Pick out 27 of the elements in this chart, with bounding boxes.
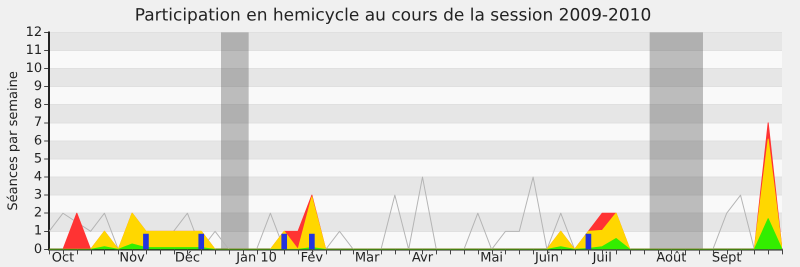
y-tick-label: 5 [34, 151, 42, 166]
x-tick-label: Avr [412, 250, 434, 266]
x-tick-label: Déc [174, 250, 200, 266]
y-tick-label: 8 [34, 97, 42, 112]
y-tick-label: 1 [34, 224, 42, 239]
y-axis-title: Séances par semaine [6, 71, 22, 211]
y-tick-label: 6 [34, 133, 42, 148]
x-tick-label: Sept [712, 250, 742, 266]
y-tick-label: 10 [26, 60, 42, 76]
y-tick-label: 7 [34, 115, 42, 130]
x-tick-label: Jan 10 [235, 250, 277, 266]
y-tick-label: 11 [26, 42, 42, 58]
chart-title: Participation en hemicycle au cours de la session 2009-2010 [134, 6, 652, 26]
x-tick-label: Août [656, 250, 686, 266]
y-tick-label: 0 [34, 242, 42, 257]
y-tick-label: 4 [34, 169, 42, 184]
x-tick-label: Oct [52, 250, 74, 266]
x-tick-label: Nov [119, 250, 146, 266]
x-tick-label: Mai [480, 250, 504, 266]
x-tick-label: Juil [592, 250, 612, 266]
y-tick-label: 3 [34, 188, 42, 203]
y-tick-label: 12 [26, 24, 42, 40]
x-tick-label: Juin [534, 250, 559, 266]
y-tick-label: 2 [34, 206, 42, 221]
x-tick-label: Fév [300, 250, 324, 266]
x-tick-label: Mar [354, 250, 380, 266]
y-tick-label: 9 [34, 79, 42, 94]
